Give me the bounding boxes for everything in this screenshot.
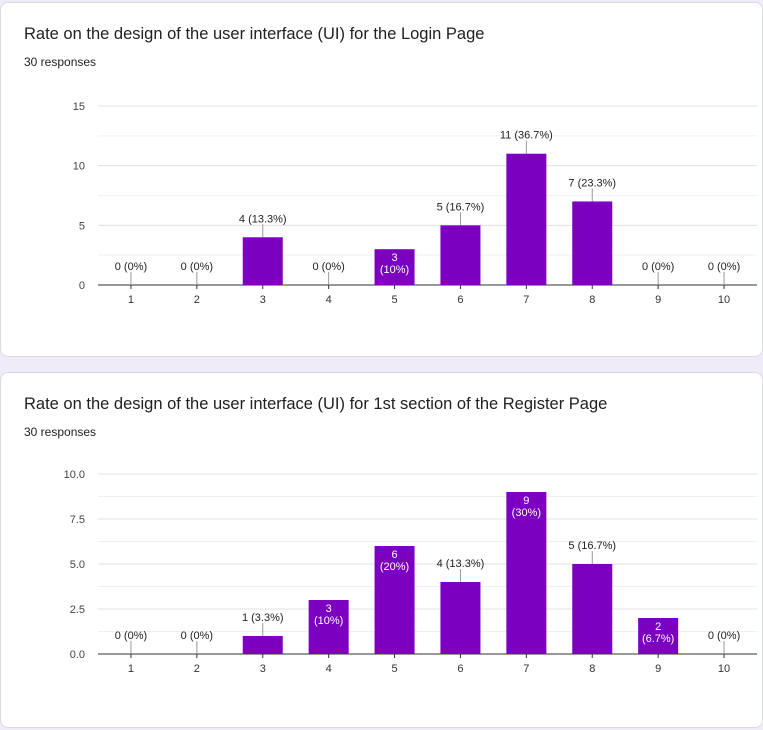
chart-card-register: Rate on the design of the user interface… bbox=[0, 372, 763, 728]
y-tick-label: 5 bbox=[79, 220, 85, 232]
bar bbox=[308, 600, 349, 654]
x-tick-label: 4 bbox=[326, 663, 332, 675]
x-tick-label: 4 bbox=[326, 294, 332, 306]
y-tick-label: 15 bbox=[73, 101, 85, 113]
data-label: 0 (0%) bbox=[708, 630, 740, 642]
y-tick-label: 7.5 bbox=[70, 514, 85, 526]
data-label: 0 (0%) bbox=[642, 261, 674, 273]
responses-count: 30 responses bbox=[24, 425, 97, 439]
x-tick-label: 1 bbox=[128, 294, 134, 306]
x-tick-label: 2 bbox=[194, 294, 200, 306]
chart-title: Rate on the design of the user interface… bbox=[24, 395, 608, 413]
y-tick-label: 0.0 bbox=[70, 649, 85, 661]
x-tick-label: 8 bbox=[589, 294, 595, 306]
x-tick-label: 7 bbox=[523, 294, 529, 306]
y-tick-label: 10.0 bbox=[64, 469, 85, 481]
bar bbox=[440, 582, 481, 654]
bar bbox=[242, 636, 283, 654]
bar-chart-register: 0.0 2.5 5.0 7.5 10.0 1 0 (0%) 2 0 (0%) 3 1 (3.3%) 4… bbox=[64, 469, 757, 675]
data-label: 0 (0%) bbox=[181, 261, 213, 273]
y-tick-label: 10 bbox=[73, 161, 85, 173]
bar bbox=[242, 237, 283, 285]
y-tick-label: 0 bbox=[79, 280, 85, 292]
bar bbox=[572, 564, 613, 654]
data-label: 0 (0%) bbox=[708, 261, 740, 273]
data-label: 0 (0%) bbox=[181, 630, 213, 642]
y-tick-label: 2.5 bbox=[70, 604, 85, 616]
bar-chart-login: 0 5 10 15 1 0 (0%) 2 0 (0%) 3 4 (13.3%) 4 0 (0%) 5 3(… bbox=[73, 101, 757, 306]
x-tick-label: 6 bbox=[457, 294, 463, 306]
x-tick-label: 3 bbox=[260, 294, 266, 306]
x-tick-label: 5 bbox=[391, 663, 397, 675]
bar bbox=[638, 618, 679, 654]
data-label: 9 (30%) bbox=[512, 495, 541, 519]
data-label: 6 (20%) bbox=[380, 549, 409, 573]
bar bbox=[506, 153, 547, 285]
data-label: 3 (10%) bbox=[380, 252, 409, 276]
data-label: 4 (13.3%) bbox=[437, 558, 485, 570]
y-tick-label: 5.0 bbox=[70, 559, 85, 571]
bar bbox=[374, 249, 415, 285]
x-tick-label: 7 bbox=[523, 663, 529, 675]
x-tick-label: 9 bbox=[655, 294, 661, 306]
data-label: 0 (0%) bbox=[115, 630, 147, 642]
chart-card-login: Rate on the design of the user interface… bbox=[0, 2, 763, 357]
x-tick-label: 1 bbox=[128, 663, 134, 675]
bar bbox=[440, 225, 481, 285]
x-tick-label: 2 bbox=[194, 663, 200, 675]
x-tick-label: 6 bbox=[457, 663, 463, 675]
chart-title: Rate on the design of the user interface… bbox=[24, 25, 485, 43]
data-label: 4 (13.3%) bbox=[239, 213, 287, 225]
data-label: 5 (16.7%) bbox=[437, 201, 485, 213]
data-label: 3 (10%) bbox=[314, 603, 343, 627]
bar bbox=[572, 201, 613, 285]
x-tick-label: 8 bbox=[589, 663, 595, 675]
x-tick-label: 9 bbox=[655, 663, 661, 675]
x-tick-label: 10 bbox=[718, 663, 730, 675]
data-label: 1 (3.3%) bbox=[242, 612, 284, 624]
data-label: 11 (36.7%) bbox=[500, 130, 553, 142]
x-tick-label: 5 bbox=[391, 294, 397, 306]
x-tick-label: 3 bbox=[260, 663, 266, 675]
data-label: 0 (0%) bbox=[115, 261, 147, 273]
data-label: 7 (23.3%) bbox=[568, 177, 616, 189]
bar bbox=[374, 546, 415, 654]
data-label: 0 (0%) bbox=[312, 261, 344, 273]
x-tick-label: 10 bbox=[718, 294, 730, 306]
data-label: 5 (16.7%) bbox=[568, 540, 616, 552]
responses-count: 30 responses bbox=[24, 55, 97, 69]
bar bbox=[506, 492, 547, 654]
data-label: 2 (6.7%) bbox=[642, 621, 674, 645]
